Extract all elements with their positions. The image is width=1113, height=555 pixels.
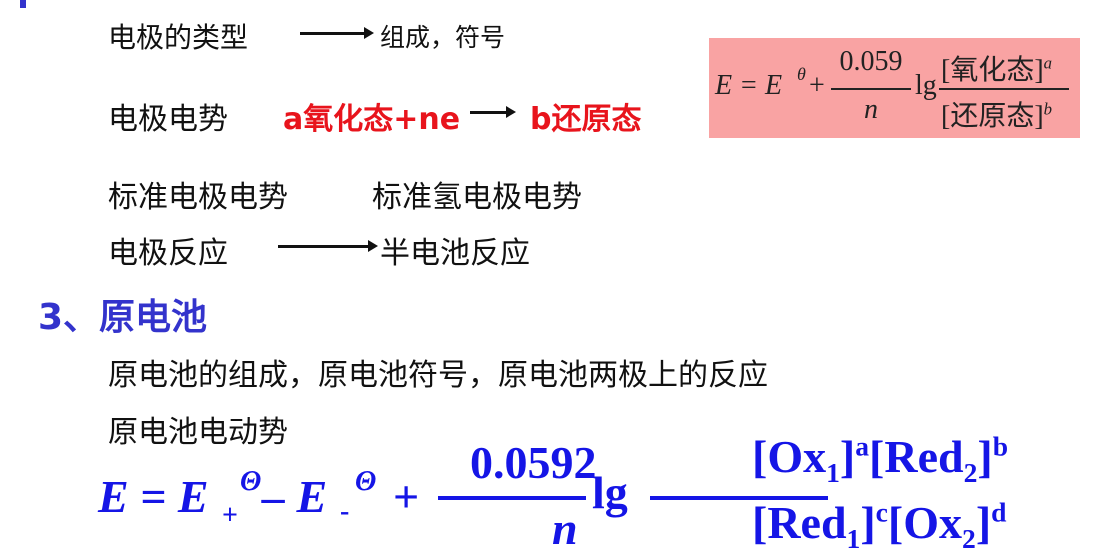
fraction-bar <box>438 496 586 500</box>
red-exp: b <box>1043 99 1053 119</box>
line6: 原电池电动势 <box>108 415 288 450</box>
plus: + <box>393 471 420 522</box>
line4-left: 电极反应 <box>108 236 228 271</box>
line4-right: 半电池反应 <box>380 236 530 271</box>
section-title: 3、原电池 <box>38 297 208 338</box>
line3-b: 标准氢电极电势 <box>372 180 582 215</box>
arrow-icon <box>300 27 374 39</box>
numerator: 0.0592 <box>470 437 597 488</box>
arrow-icon <box>278 240 378 252</box>
ox-state: [氧化态] <box>941 55 1044 86</box>
denominator: n <box>864 94 878 125</box>
line2-reactant: a氧化态+ne <box>283 102 461 137</box>
theta: θ <box>797 64 806 84</box>
line2-product: b还原态 <box>530 102 642 137</box>
red-state: [还原态] <box>941 101 1044 132</box>
arrow-icon <box>470 106 516 118</box>
fraction-bar <box>939 88 1069 90</box>
lg: lg <box>592 467 628 518</box>
fraction-bar <box>650 496 828 500</box>
line1-left: 电极的类型 <box>108 21 249 54</box>
line2-label: 电极电势 <box>108 102 228 137</box>
line3-a: 标准电极电势 <box>108 180 288 215</box>
line5: 原电池的组成，原电池符号，原电池两极上的反应 <box>108 358 768 393</box>
nernst-equation-box: E = E θ + 0.059 n lg [氧化态]a [还原态]b <box>709 38 1080 138</box>
line1-right: 组成，符号 <box>380 23 506 52</box>
minus-sub: - <box>340 496 350 527</box>
theta: Θ <box>240 466 262 497</box>
numerator: 0.059 <box>839 46 903 77</box>
ox-exp: a <box>1043 53 1053 73</box>
plus: + <box>809 70 825 101</box>
emf-lhs: E = E <box>98 471 209 522</box>
slide-marker <box>20 0 26 8</box>
denominator: n <box>552 503 578 554</box>
nernst-lhs: E = E <box>715 70 783 101</box>
numerator-expr: [Ox1]a[Red2]b <box>752 430 1009 489</box>
fraction-bar <box>831 88 911 90</box>
emf-minus: – E <box>262 471 328 522</box>
theta: Θ <box>355 466 377 497</box>
denominator-expr: [Red1]c[Ox2]d <box>752 496 1007 555</box>
lg: lg <box>915 70 937 101</box>
plus-sub: + <box>222 500 238 531</box>
